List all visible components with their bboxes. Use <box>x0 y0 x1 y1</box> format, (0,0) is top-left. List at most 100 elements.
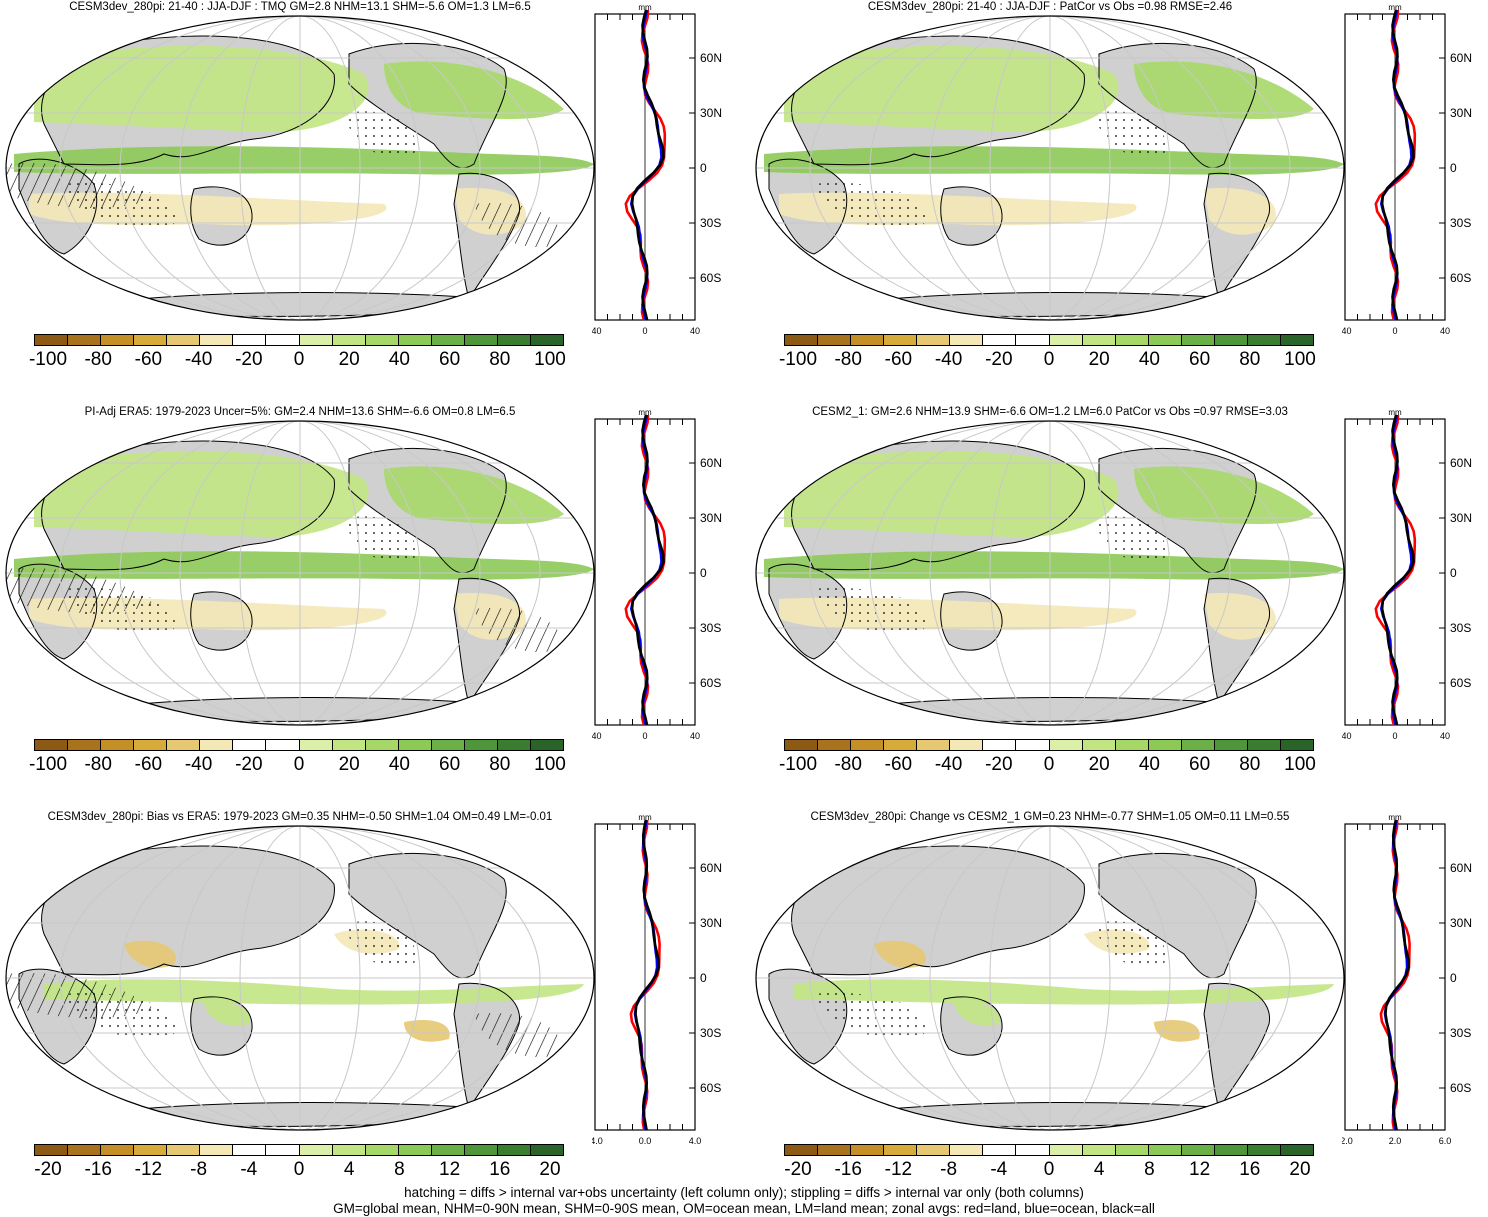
colorbar-box <box>200 740 234 750</box>
colorbar-label: 60 <box>1189 754 1211 775</box>
colorbar-box <box>1049 740 1083 750</box>
zonal-y-tick: 30N <box>1450 511 1472 525</box>
colorbar-box <box>68 740 102 750</box>
zonal-y-tick: 60N <box>700 51 722 65</box>
colorbar-box <box>431 1145 465 1155</box>
zonal-y-tick: 60S <box>1450 676 1471 690</box>
colorbar-label: 80 <box>1239 754 1261 775</box>
world-map <box>755 825 1345 1131</box>
field-shading <box>34 45 369 133</box>
colorbar-label: 80 <box>489 349 511 370</box>
colorbar-label: 20 <box>1088 754 1110 775</box>
zonal-x-tick: 0.0 <box>639 1136 652 1146</box>
map-border <box>755 825 1345 1131</box>
colorbar-label: -80 <box>834 754 862 775</box>
field-shading <box>124 940 176 968</box>
colorbar-boxes <box>784 334 1314 346</box>
colorbar-box <box>233 335 267 345</box>
colorbar-label: 16 <box>489 1159 511 1180</box>
colorbar-label: 60 <box>439 754 461 775</box>
land-mass <box>41 846 335 975</box>
world-map <box>5 825 595 1131</box>
zonal-mean-plot: mm -40 0 40 60N 30N 0 30S 60S <box>1342 3 1472 336</box>
zonal-y-tick: 60S <box>1450 1081 1471 1095</box>
colorbar-box <box>365 740 399 750</box>
map-panel: CESM3dev_280pi: 21-40 : JJA-DJF : PatCor… <box>750 0 1488 405</box>
coastline <box>940 996 1003 1056</box>
colorbar-label: 80 <box>1239 349 1261 370</box>
zonal-y-tick: 0 <box>1450 971 1457 985</box>
zonal-y-tick: 30S <box>1450 621 1471 635</box>
colorbar-box <box>1016 335 1050 345</box>
colorbar-box <box>851 335 885 345</box>
zonal-y-tick: 30S <box>700 621 721 635</box>
panel-title: CESM3dev_280pi: Bias vs ERA5: 1979-2023 … <box>47 811 553 823</box>
colorbar-label: -60 <box>134 349 163 370</box>
colorbar-box <box>266 335 300 345</box>
colorbar-box <box>332 740 366 750</box>
field-shading <box>384 466 564 524</box>
colorbar-label: -100 <box>28 349 68 370</box>
zonal-y-tick: 60S <box>700 271 721 285</box>
colorbar-box <box>431 335 465 345</box>
zonal-y-tick: 30N <box>1450 106 1472 120</box>
colorbar-box <box>983 1145 1017 1155</box>
zonal-units: mm <box>638 408 652 417</box>
zonal-y-tick: 30S <box>1450 1026 1471 1040</box>
colorbar-label: 40 <box>1138 754 1160 775</box>
colorbar-label: -80 <box>84 754 112 775</box>
colorbar-label: 12 <box>439 1159 461 1180</box>
colorbar-label: -80 <box>84 349 112 370</box>
colorbar-boxes <box>784 739 1314 751</box>
colorbar-label: -40 <box>934 349 963 370</box>
colorbar: -100 -80 -60 -40 -20 0 20 40 60 80 100 <box>29 739 566 779</box>
coastline <box>1203 172 1270 301</box>
colorbar-label: 8 <box>394 1159 405 1180</box>
colorbar-box <box>1115 1145 1149 1155</box>
colorbar-box <box>35 740 69 750</box>
coastline <box>940 591 1003 651</box>
zonal-x-tick: 40 <box>690 731 700 741</box>
colorbar-box <box>398 335 432 345</box>
colorbar-box <box>101 740 135 750</box>
footer-line-1: hatching = diffs > internal var+obs unce… <box>404 1185 1084 1200</box>
zonal-x-tick: 6.0 <box>1439 1136 1452 1146</box>
colorbar-box <box>68 335 102 345</box>
field-shading <box>794 979 1334 1005</box>
colorbar-label: 20 <box>1289 1159 1311 1180</box>
colorbar-boxes <box>34 1144 564 1156</box>
zonal-x-tick: 2.0 <box>1389 1136 1402 1146</box>
colorbar-box <box>1049 335 1083 345</box>
colorbar: -100 -80 -60 -40 -20 0 20 40 60 80 100 <box>779 739 1316 779</box>
zonal-y-tick: 0 <box>700 971 707 985</box>
colorbar-boxes <box>34 334 564 346</box>
zonal-x-tick: -2.0 <box>1342 1136 1353 1146</box>
colorbar-box <box>818 1145 852 1155</box>
land-mass <box>791 846 1085 975</box>
land-mass <box>1204 983 1270 1109</box>
land-mass <box>349 853 507 978</box>
panel-title: CESM3dev_280pi: 21-40 : JJA-DJF : TMQ GM… <box>69 1 531 13</box>
world-map <box>5 15 595 321</box>
colorbar-box <box>68 1145 102 1155</box>
colorbar-label: 0 <box>1043 349 1055 370</box>
colorbar-box <box>917 335 951 345</box>
colorbar-box <box>1214 1145 1248 1155</box>
colorbar-label: 40 <box>388 349 410 370</box>
colorbar-label: -12 <box>134 1159 163 1180</box>
colorbar-label: -20 <box>985 349 1013 370</box>
colorbar-box <box>497 740 531 750</box>
zonal-y-tick: 0 <box>1450 161 1457 175</box>
colorbar-box <box>398 740 432 750</box>
zonal-x-tick: -40 <box>592 731 602 741</box>
colorbar-label: 80 <box>489 754 511 775</box>
map-panel: CESM3dev_280pi: 21-40 : JJA-DJF : TMQ GM… <box>0 0 744 405</box>
zonal-all-curve <box>1380 9 1415 321</box>
colorbar-box <box>266 1145 300 1155</box>
colorbar-box <box>1247 740 1281 750</box>
colorbar-box <box>884 1145 918 1155</box>
field-shading <box>404 1019 450 1042</box>
colorbar-box <box>1280 1145 1313 1155</box>
map-border <box>5 420 595 726</box>
zonal-y-tick: 30N <box>700 511 722 525</box>
